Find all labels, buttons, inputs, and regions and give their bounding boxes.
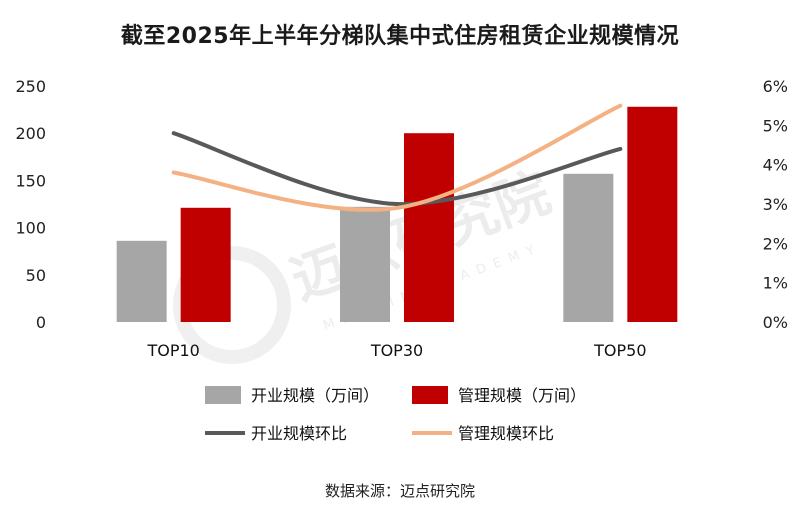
legend-label: 开业规模环比 — [251, 424, 347, 443]
category-label: TOP50 — [593, 341, 646, 360]
legend-label: 管理规模（万间） — [458, 386, 586, 405]
right-axis: 0% 1% 2% 3% 4% 5% 6% — [763, 77, 788, 332]
bars — [116, 106, 678, 322]
right-tick-label: 5% — [763, 116, 788, 135]
legend-swatch — [205, 386, 241, 404]
left-tick-label: 100 — [15, 219, 46, 238]
left-tick-label: 250 — [15, 77, 46, 96]
bar-open-top10 — [116, 240, 167, 322]
right-tick-label: 0% — [763, 313, 788, 332]
chart-title: 截至2025年上半年分梯队集中式住房租赁企业规模情况 — [120, 24, 680, 49]
legend-swatch — [412, 386, 448, 404]
right-tick-label: 2% — [763, 234, 788, 253]
line-managed-growth — [171, 103, 623, 212]
watermark-logo-ring — [173, 246, 291, 364]
legend-label: 管理规模环比 — [458, 424, 554, 443]
bar-open-top50 — [563, 173, 614, 322]
category-axis: TOP10 TOP30 TOP50 — [146, 341, 646, 360]
left-axis: 0 50 100 150 200 250 — [15, 77, 46, 332]
left-tick-label: 200 — [15, 124, 46, 143]
left-tick-label: 50 — [26, 266, 46, 285]
right-tick-label: 6% — [763, 77, 788, 96]
legend-label: 开业规模（万间） — [251, 386, 379, 405]
category-label: TOP30 — [370, 341, 423, 360]
source-note: 数据来源：迈点研究院 — [324, 482, 475, 500]
bar-managed-top10 — [180, 207, 231, 322]
left-tick-label: 0 — [36, 313, 46, 332]
bar-managed-top50 — [627, 106, 678, 322]
legend: 开业规模（万间） 管理规模（万间） 开业规模环比 管理规模环比 — [205, 386, 586, 443]
bar-managed-top30 — [404, 133, 454, 322]
right-tick-label: 3% — [763, 195, 788, 214]
right-tick-label: 1% — [763, 274, 788, 293]
lines — [171, 103, 623, 212]
bar-open-top30 — [340, 206, 390, 322]
right-tick-label: 4% — [763, 156, 788, 175]
category-label: TOP10 — [146, 341, 199, 360]
left-tick-label: 150 — [15, 171, 46, 190]
line-open-growth — [171, 131, 623, 207]
